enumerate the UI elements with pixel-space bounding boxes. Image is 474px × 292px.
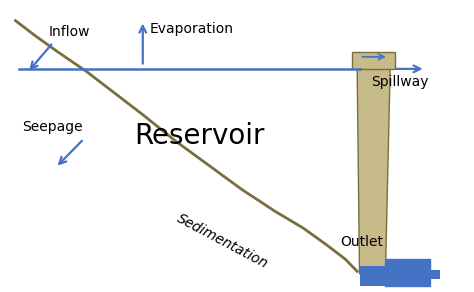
Text: Evaporation: Evaporation [150, 22, 234, 36]
Text: Outlet: Outlet [341, 235, 383, 249]
Bar [359, 265, 385, 286]
Bar [385, 259, 430, 286]
Polygon shape [353, 52, 395, 69]
Polygon shape [357, 69, 390, 274]
Text: Seepage: Seepage [23, 120, 83, 134]
Bar [430, 270, 439, 279]
Text: Spillway: Spillway [371, 75, 429, 89]
Text: Sedimentation: Sedimentation [175, 211, 271, 271]
Text: Inflow: Inflow [48, 25, 90, 39]
Text: Reservoir: Reservoir [134, 122, 264, 150]
